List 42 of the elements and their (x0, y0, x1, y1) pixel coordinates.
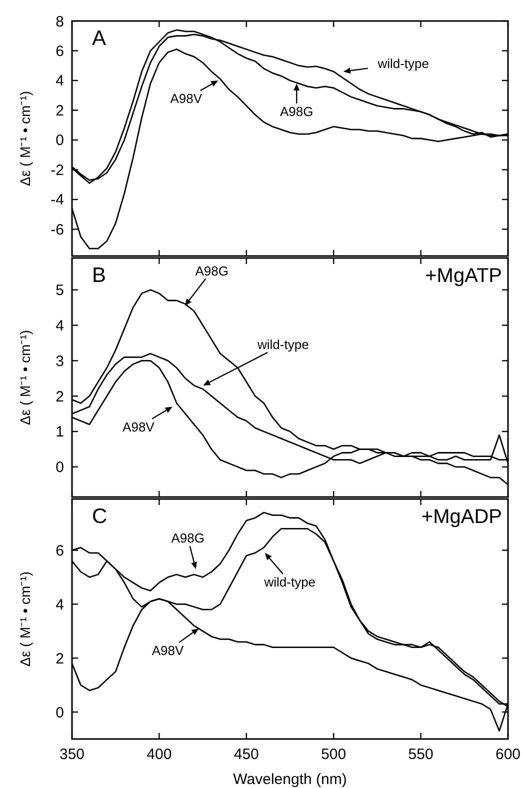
annotation: A98V (170, 91, 202, 106)
y-tick-label: 0 (56, 459, 64, 476)
y-tick-label: 3 (56, 352, 64, 370)
annotation: wild-type (376, 56, 430, 72)
x-tick-label: 350 (59, 746, 85, 763)
chart-title: A (92, 27, 106, 50)
annotation: A98V (122, 419, 155, 434)
y-tick-label: 4 (56, 596, 64, 614)
chart-title: C (92, 505, 108, 528)
annotation: A98G (171, 530, 204, 546)
chart-subtitle: +MgATP (425, 265, 502, 287)
y-tick-label: 4 (56, 72, 64, 90)
x-tick-label: 500 (321, 746, 346, 763)
x-tick-label: 600 (495, 746, 521, 763)
y-tick-label: 8 (56, 13, 64, 30)
y-tick-label: 2 (56, 388, 64, 406)
x-tick-label: 400 (146, 746, 172, 763)
y-tick-label: -6 (50, 221, 64, 238)
y-axis-title: Δε ( M⁻¹ • cm⁻¹) (17, 571, 33, 667)
y-tick-label: 1 (56, 424, 64, 441)
chart-subtitle: +MgADP (421, 506, 502, 528)
y-tick-label: -4 (50, 192, 64, 209)
y-tick-label: 4 (56, 318, 64, 335)
y-tick-label: 2 (56, 102, 64, 120)
annotation: wild-type (256, 337, 309, 352)
y-tick-label: 2 (56, 650, 64, 668)
y-tick-label: -2 (50, 162, 64, 179)
annotation: A98G (280, 104, 314, 120)
annotation: A98V (152, 642, 184, 658)
y-tick-label: 5 (56, 282, 64, 300)
y-tick-label: 6 (56, 542, 64, 560)
x-tick-label: 450 (234, 746, 259, 763)
y-tick-label: 0 (56, 704, 64, 722)
annotation: A98G (195, 263, 228, 278)
y-tick-label: 6 (56, 42, 64, 60)
y-tick-label: 0 (56, 132, 64, 150)
y-axis-title: Δε ( M⁻¹ • cm⁻¹) (17, 330, 33, 426)
y-axis-title: Δε ( M⁻¹ • cm⁻¹) (17, 90, 33, 186)
x-axis-title: Wavelength (nm) (233, 771, 347, 788)
chart-title: B (92, 264, 106, 287)
annotation: wild-type (263, 574, 316, 590)
x-tick-label: 550 (408, 746, 434, 763)
